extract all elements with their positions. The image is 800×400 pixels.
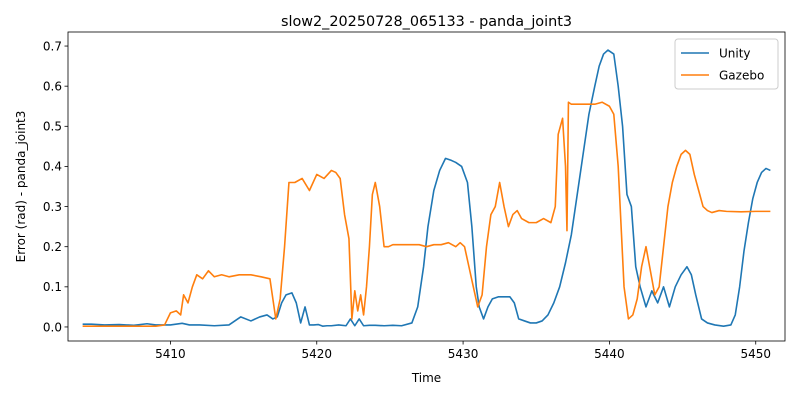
series-layer bbox=[82, 49, 771, 327]
y-tick-label: 0.4 bbox=[43, 160, 62, 174]
y-axis-label: Error (rad) - panda_joint3 bbox=[14, 111, 28, 263]
series-line-unity bbox=[82, 49, 771, 327]
y-tick-label: 0.1 bbox=[43, 280, 62, 294]
x-tick-label: 5450 bbox=[740, 347, 771, 361]
y-tick-label: 0.6 bbox=[43, 79, 62, 93]
x-tick-label: 5410 bbox=[155, 347, 186, 361]
legend-label-gazebo: Gazebo bbox=[719, 69, 764, 83]
y-tick-label: 0.2 bbox=[43, 240, 62, 254]
x-tick-label: 5440 bbox=[594, 347, 625, 361]
legend: Unity Gazebo bbox=[674, 38, 779, 90]
x-axis-label: Time bbox=[411, 371, 441, 385]
plot-area bbox=[68, 32, 785, 341]
legend-label-unity: Unity bbox=[719, 47, 751, 61]
x-axis: 5410 5420 5430 5440 5450 bbox=[155, 341, 771, 361]
y-tick-label: 0.0 bbox=[43, 320, 62, 334]
x-tick-label: 5430 bbox=[448, 347, 479, 361]
chart-title: slow2_20250728_065133 - panda_joint3 bbox=[281, 14, 572, 30]
x-tick-label: 5420 bbox=[301, 347, 332, 361]
legend-box bbox=[674, 38, 779, 90]
series-line-gazebo bbox=[82, 101, 771, 327]
axes-frame bbox=[67, 31, 786, 342]
y-tick-label: 0.3 bbox=[43, 200, 62, 214]
y-tick-label: 0.5 bbox=[43, 120, 62, 134]
y-tick-label: 0.7 bbox=[43, 39, 62, 53]
y-axis: 0.0 0.1 0.2 0.3 0.4 0.5 0.6 0.7 bbox=[43, 39, 68, 334]
